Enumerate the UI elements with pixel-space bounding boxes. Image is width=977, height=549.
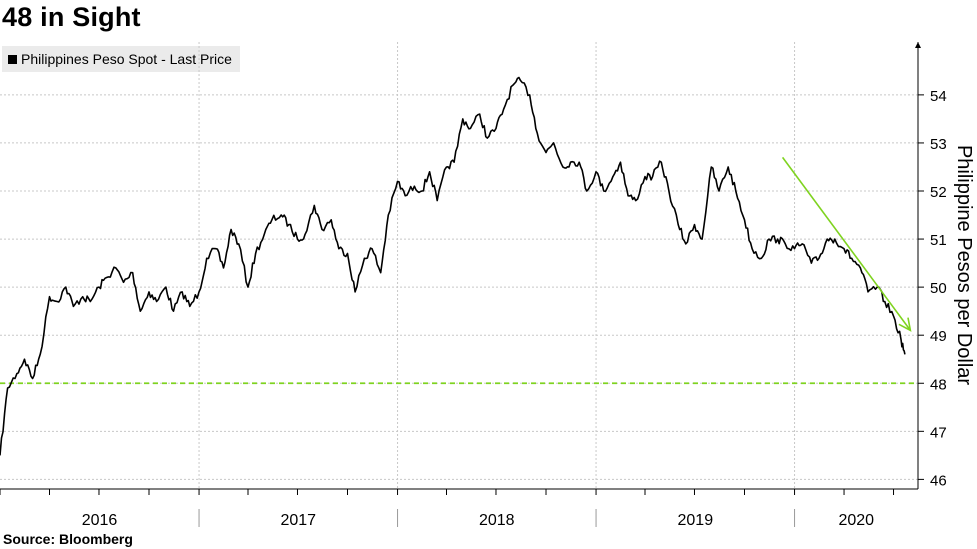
x-tick-label: 2020 <box>838 512 874 529</box>
source-note: Source: Bloomberg <box>3 531 133 547</box>
x-tick-label: 2017 <box>280 512 316 529</box>
grid <box>0 42 918 489</box>
y-tick-label: 52 <box>930 184 947 201</box>
y-axis: 46 47 48 49 50 51 52 53 54 <box>915 42 947 489</box>
x-tick-label: 2018 <box>479 512 515 529</box>
y-tick-label: 51 <box>930 232 947 249</box>
trend-arrow-head <box>898 317 912 332</box>
y-tick-label: 46 <box>930 472 947 489</box>
y-tick-label: 49 <box>930 328 947 345</box>
y-tick-label: 53 <box>930 136 947 153</box>
series-layer <box>0 76 906 456</box>
x-tick-label: 2016 <box>82 512 118 529</box>
legend: Philippines Peso Spot - Last Price <box>2 46 240 72</box>
x-axis: 2016 2017 2018 2019 2020 <box>0 488 918 529</box>
chart-title: 48 in Sight <box>2 2 141 32</box>
y-tick-label: 54 <box>930 88 947 105</box>
y-tick-label: 48 <box>930 376 947 393</box>
annotation-layer <box>781 156 912 332</box>
y-tick-label: 47 <box>930 424 947 441</box>
x-tick-label: 2019 <box>678 512 714 529</box>
y-axis-label: Philippine Pesos per Dollar <box>953 145 975 385</box>
legend-swatch <box>8 54 17 64</box>
legend-label: Philippines Peso Spot - Last Price <box>21 51 232 67</box>
y-axis-arrowhead <box>915 42 921 48</box>
y-tick-label: 50 <box>930 280 947 297</box>
series-line-peso-spot <box>0 76 906 456</box>
trend-arrow-shaft <box>781 156 912 331</box>
